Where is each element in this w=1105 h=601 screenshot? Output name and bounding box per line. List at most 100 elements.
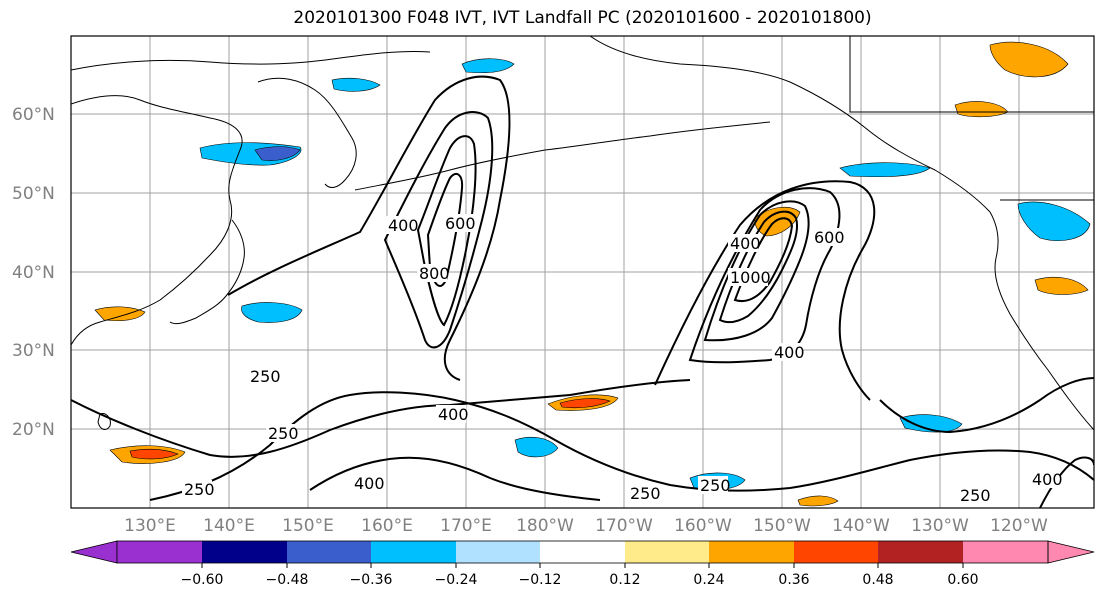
shade-pnw-negative [1017,201,1091,241]
contour-label-400-far-east: 400 [1032,470,1063,489]
shade-central-pacific-core [559,398,611,409]
colorbar-label-5: −0.12 [519,572,562,588]
shade-subtropic-negative [899,414,963,433]
colorbar-label-6: 0.12 [609,572,640,588]
colorbar-seg-2 [202,541,287,563]
contour-label-600-east: 600 [814,228,845,247]
coastline-canada-border [849,36,1094,113]
contour-label-800-west: 800 [419,264,450,283]
colorbar-seg-11 [963,541,1048,563]
contour-east-250 [654,180,876,401]
shade-canada-positive [989,41,1069,78]
shade-east-pacific-positive [797,495,839,507]
lon-label-170w: 170°W [595,516,653,536]
colorbar-frame [116,540,1049,564]
coastline-asia-east [71,95,243,346]
contour-west-250 [227,75,511,381]
contour-label-250-far-east: 250 [960,486,991,505]
colorbar-label-2: −0.48 [266,572,309,588]
shade-socal-positive [1034,277,1089,295]
colorbar-seg-7 [625,541,709,563]
contour-south-400 [71,379,691,458]
coastline-bc-coast [989,211,1094,431]
lat-label-50n: 50°N [12,184,55,204]
lon-label-130w: 130°W [911,516,969,536]
coastline-siberia-north [71,50,431,71]
shade-gulf-alaska-positive [754,206,801,237]
lat-label-60n: 60°N [12,105,55,125]
contour-label-250-mid: 250 [630,484,661,503]
gridlines [71,36,1094,508]
coastline-taiwan [97,413,111,430]
colorbar-label-4: −0.24 [435,572,478,588]
contour-west-800 [426,172,464,287]
contour-ne-250 [879,377,1094,434]
coastlines [71,36,1094,431]
colorbar-seg-4 [371,541,456,563]
contour-west-600 [416,135,477,327]
contour-label-250-west: 250 [250,367,281,386]
colorbar-seg-9 [794,541,878,563]
shade-bering-negative [461,58,515,74]
colorbar-seg-3 [287,541,371,563]
contour-label-400-west: 400 [388,216,419,235]
contour-east-pacific-400 [1039,456,1094,508]
lon-label-130e: 130°E [124,516,176,536]
lon-label-160w: 160°W [674,516,732,536]
map-frame [70,35,1095,509]
pc-shading [94,41,1091,507]
contour-label-400-se: 400 [774,343,805,362]
lon-label-170e: 170°E [440,516,492,536]
lat-label-30n: 30°N [12,341,55,361]
contour-label-400-south: 400 [354,474,385,493]
contour-label-400-east: 400 [730,234,761,253]
contour-south-250 [149,391,1094,501]
contour-west-400 [383,111,494,349]
colorbar-seg-8 [709,541,794,563]
colorbar-seg-6 [540,541,625,563]
coastline-japan [169,219,245,325]
longitude-labels: 130°E 140°E 150°E 160°E 170°E 180°W 170°… [124,516,1048,536]
contour-label-250-east: 250 [700,476,731,495]
shade-japan-positive [94,306,146,322]
contour-far-south-400 [309,456,601,501]
colorbar-seg-10 [878,541,963,563]
ivt-contours [71,75,1094,508]
lon-label-140e: 140°E [203,516,255,536]
lat-label-40n: 40°N [12,263,55,283]
shade-pacific-east-negative [241,302,303,323]
colorbar-extend-high [1047,540,1095,564]
shade-mid-pacific-negative [514,436,559,458]
colorbar: −0.60 −0.48 −0.36 −0.24 −0.12 0.12 0.24 … [70,540,1095,588]
coastline-aleutian-chain [354,121,771,191]
colorbar-label-7: 0.24 [693,572,724,588]
shade-philippine-core [129,449,179,460]
latitude-labels: 60°N 50°N 40°N 30°N 20°N [12,105,55,440]
shade-japan-sea-core [254,146,301,161]
contour-label-250-south: 250 [184,480,215,499]
colorbar-label-8: 0.36 [778,572,809,588]
lon-label-160e: 160°E [361,516,413,536]
colorbar-label-1: −0.60 [181,572,224,588]
lon-label-120w: 120°W [990,516,1048,536]
colorbar-label-9: 0.48 [862,572,893,588]
lon-label-140w: 140°W [832,516,890,536]
coastline-kamchatka [257,77,357,188]
contour-label-250-sw: 250 [268,424,299,443]
colorbar-extend-low [70,540,118,564]
contour-labels: 400 600 800 400 1000 600 400 250 250 400… [182,214,1063,505]
contour-label-1000-east: 1000 [730,268,771,287]
colorbar-label-10: 0.60 [947,572,978,588]
contour-label-600-west: 600 [445,214,476,233]
lon-label-150e: 150°E [282,516,334,536]
contour-label-400-central: 400 [438,405,469,424]
lat-label-20n: 20°N [12,420,55,440]
colorbar-seg-1 [117,541,202,563]
colorbar-seg-5 [456,541,540,563]
coastline-alaska [589,36,991,213]
map-title: 2020101300 F048 IVT, IVT Landfall PC (20… [293,8,872,28]
shade-kamchatka-negative [331,77,381,92]
colorbar-label-3: −0.36 [350,572,393,588]
lon-label-150w: 150°W [753,516,811,536]
